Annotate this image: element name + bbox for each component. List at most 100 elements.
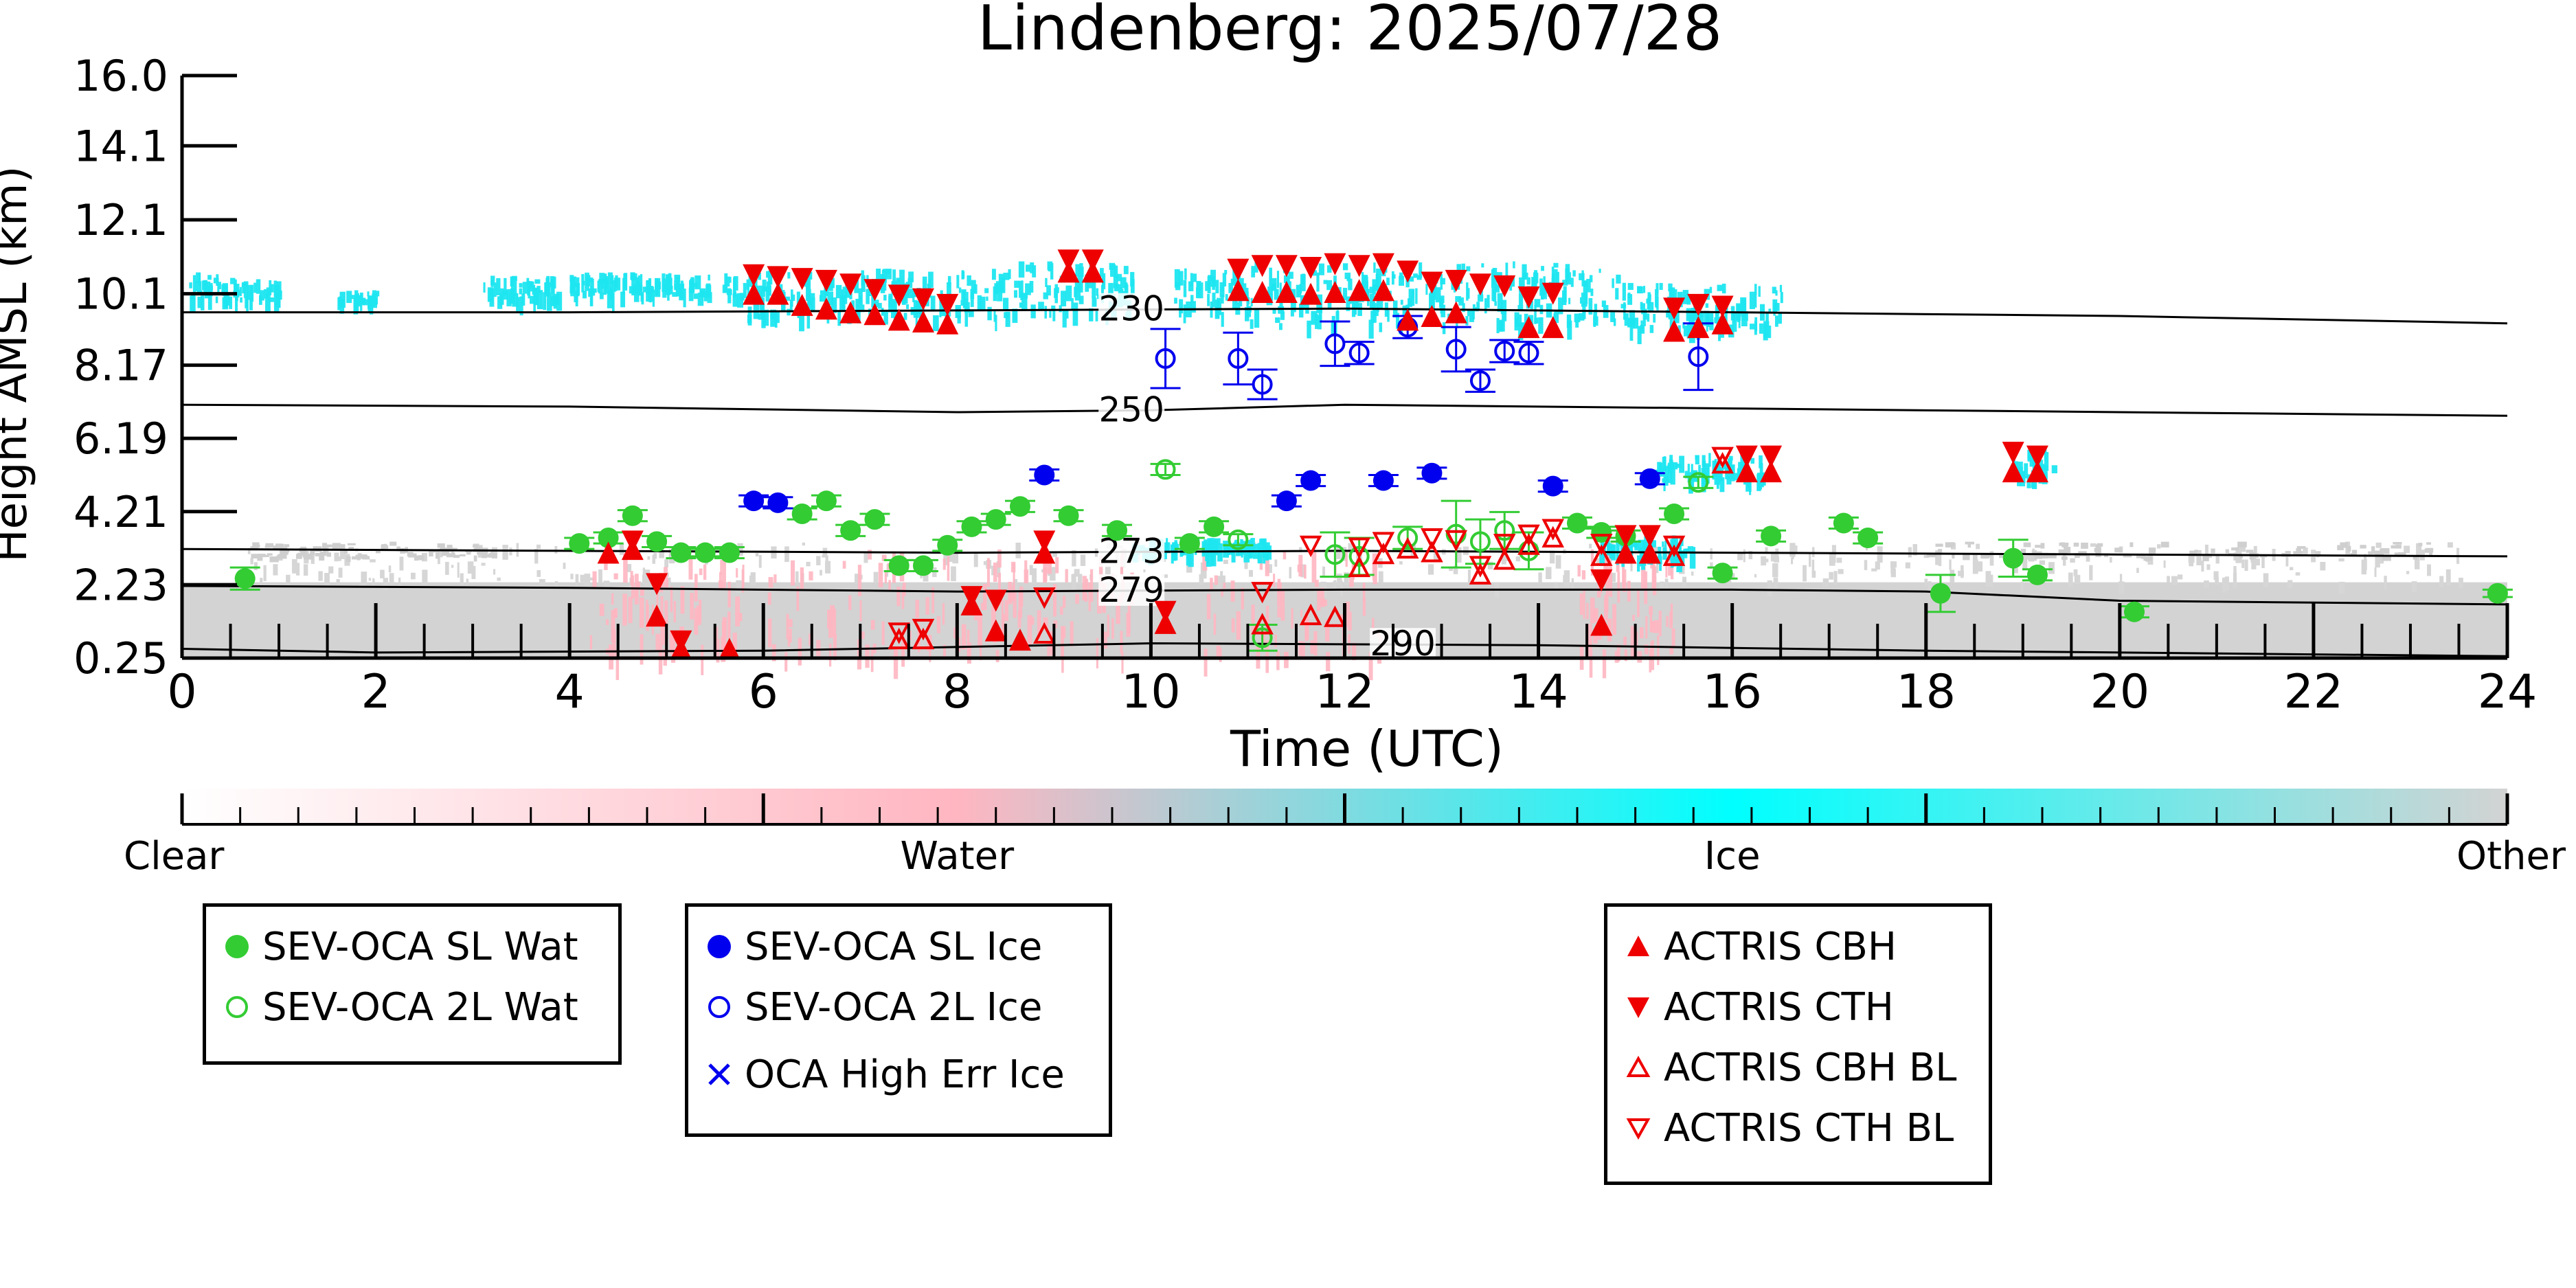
isotherm-label-bg [1370, 628, 1436, 660]
bl-speckle [2285, 552, 2289, 567]
data-point [743, 282, 765, 305]
other-speckle [2129, 542, 2134, 547]
bl-speckle [1912, 544, 1917, 556]
ice-speckle [536, 290, 543, 310]
ice-speckle [1579, 313, 1585, 321]
ice-speckle [1044, 306, 1047, 319]
colorbar-label: Ice [1704, 834, 1761, 879]
ice-speckle [1615, 288, 1619, 300]
water-speckle [1004, 600, 1008, 622]
ice-speckle [1190, 273, 1193, 287]
ice-speckle [1416, 275, 1422, 280]
legend-entry: ACTRIS CBH BL [1621, 1040, 1956, 1095]
water-speckle [1590, 597, 1595, 624]
ice-speckle [1372, 311, 1377, 323]
bl-speckle [2233, 552, 2237, 561]
water-speckle [784, 652, 788, 672]
data-point [1664, 504, 1685, 525]
ice-speckle [732, 293, 738, 307]
ice-speckle [1717, 284, 1723, 291]
ice-speckle [207, 292, 212, 310]
water-speckle [1098, 555, 1103, 587]
ice-speckle [1671, 553, 1676, 567]
bl-speckle [328, 566, 334, 574]
ice-speckle [1211, 545, 1216, 551]
water-speckle [640, 588, 644, 596]
ice-speckle [273, 292, 280, 312]
bl-speckle [737, 543, 743, 556]
data-point [1541, 519, 1565, 541]
ice-speckle [1378, 300, 1383, 310]
data-point [670, 630, 692, 653]
error-bar [1440, 326, 1471, 373]
water-speckle [1603, 598, 1608, 621]
other-speckle [2058, 549, 2068, 555]
bl-speckle [1502, 556, 1509, 561]
legend-symbol [1621, 1111, 1656, 1145]
water-speckle [1206, 594, 1211, 620]
ice-speckle [758, 273, 761, 280]
other-speckle [280, 550, 289, 555]
ice-speckle [1467, 288, 1470, 299]
bl-speckle [1032, 568, 1037, 584]
water-speckle [1241, 587, 1244, 610]
water-speckle [690, 592, 694, 620]
ice-speckle [1071, 298, 1074, 310]
bl-speckle [370, 559, 376, 563]
bl-speckle [816, 556, 821, 565]
ice-speckle [598, 279, 603, 294]
ice-speckle [1719, 470, 1723, 482]
ice-speckle [791, 294, 795, 302]
water-speckle [893, 647, 899, 679]
ice-speckle [268, 297, 275, 302]
ice-speckle [1018, 261, 1025, 278]
error-bar [1320, 531, 1351, 578]
water-speckle [767, 592, 771, 605]
data-point [1204, 516, 1225, 537]
water-speckle [1326, 652, 1331, 672]
ice-speckle [1565, 264, 1570, 273]
water-speckle [860, 631, 865, 640]
ice-speckle [370, 297, 374, 315]
other-speckle [1965, 541, 1975, 545]
data-point [622, 505, 643, 526]
ice-speckle [229, 296, 233, 309]
ice-speckle [1518, 322, 1524, 341]
water-speckle [768, 618, 772, 648]
ice-speckle [528, 281, 532, 289]
ice-speckle [770, 313, 775, 320]
water-speckle [1588, 640, 1592, 657]
other-speckle [389, 541, 397, 546]
water-speckle [942, 603, 945, 625]
data-point [767, 266, 789, 289]
bl-speckle [502, 545, 508, 560]
ice-speckle [642, 286, 649, 293]
ice-speckle [857, 311, 861, 324]
other-speckle [2249, 552, 2256, 555]
data-point [1638, 525, 1661, 547]
bl-speckle [2206, 564, 2211, 570]
isotherm-line [181, 585, 2508, 606]
x-tick-label: 10 [1121, 665, 1181, 719]
ice-speckle [1225, 294, 1228, 301]
ice-speckle [858, 288, 863, 305]
bl-speckle [296, 563, 300, 576]
ice-speckle [1096, 288, 1099, 296]
water-speckle [798, 637, 802, 666]
ice-speckle [368, 295, 371, 310]
ice-speckle [1581, 270, 1584, 286]
water-speckle [936, 616, 941, 633]
bl-speckle [2459, 577, 2463, 589]
water-speckle [611, 593, 614, 605]
bl-speckle [1322, 566, 1325, 576]
water-speckle [832, 609, 837, 637]
other-speckle [473, 544, 479, 548]
other-speckle [348, 546, 354, 551]
ice-speckle [1687, 464, 1690, 483]
other-speckle [2237, 541, 2247, 547]
ice-speckle [1726, 475, 1732, 485]
x-tick-label: 0 [167, 665, 196, 719]
water-speckle [1657, 635, 1660, 666]
water-speckle [1368, 652, 1373, 681]
other-speckle [2239, 556, 2243, 558]
